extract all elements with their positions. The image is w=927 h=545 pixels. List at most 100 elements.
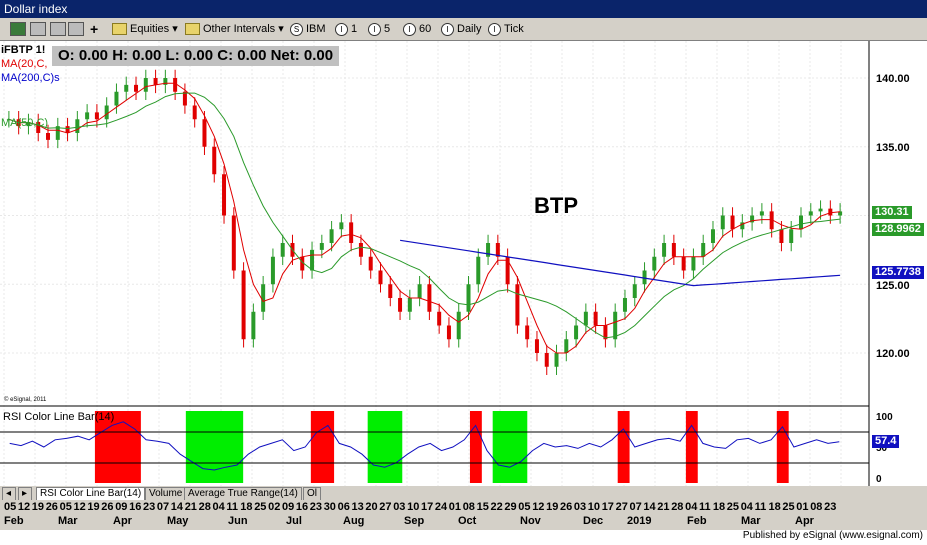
rsi-bar — [469, 411, 482, 483]
table-tool-icon[interactable] — [50, 21, 66, 37]
price-tag-ma200: 125.7738 — [872, 266, 924, 279]
date-tick: 18 — [240, 501, 253, 513]
rsi-bar — [367, 411, 380, 483]
interval-label: Tick — [504, 23, 524, 35]
candle-body — [818, 208, 823, 212]
date-tick: 19 — [546, 501, 559, 513]
candle-body — [622, 298, 627, 312]
candle-body — [828, 208, 833, 216]
month-label: Feb — [4, 515, 24, 527]
month-label: Jul — [286, 515, 302, 527]
candle-body — [378, 270, 383, 285]
date-tick: 11 — [754, 501, 767, 513]
title-bar: Dollar index — [0, 0, 927, 18]
date-tick: 17 — [601, 501, 614, 513]
tab-atr[interactable]: Average True Range(14) — [184, 487, 302, 501]
candles-group — [6, 69, 843, 375]
date-tick: 24 — [434, 501, 448, 513]
date-tick: 12 — [532, 501, 545, 513]
date-axis: 05 12 19 26 05 12 19 26 09 16 23 07 14 21 28 04 11 18 25 02… — [0, 500, 927, 530]
rsi-bar — [117, 411, 130, 483]
candle-body — [134, 84, 139, 92]
date-tick: 08 — [810, 501, 823, 513]
folder-icon — [185, 23, 200, 36]
month-label: Sep — [404, 515, 425, 527]
candle-body — [349, 222, 354, 243]
rsi-title: RSI Color Line Bar(14) — [3, 411, 114, 423]
tab-scroll-left-icon[interactable]: ◂ — [2, 487, 16, 501]
month-label: 2019 — [627, 515, 652, 527]
rsi-bar — [379, 411, 391, 483]
equities-dropdown[interactable]: Equities ▾ — [112, 21, 178, 37]
candle-body — [486, 243, 491, 257]
date-tick: 10 — [407, 501, 420, 513]
date-tick: 01 — [448, 501, 462, 513]
date-tick: 13 — [351, 501, 364, 513]
candle-body — [789, 229, 794, 243]
date-tick: 19 — [87, 501, 100, 513]
candle-body — [192, 105, 197, 120]
tab-volume[interactable]: Volume — [145, 487, 187, 501]
price-tick-125: 125.00 — [876, 280, 910, 292]
rsi-tick-0: 0 — [876, 474, 882, 485]
interval-60-button[interactable]: I 60 — [403, 21, 431, 37]
month-label: Jun — [228, 515, 248, 527]
add-icon[interactable]: + — [90, 21, 99, 37]
candle-body — [808, 211, 813, 216]
candle-body — [75, 119, 80, 133]
candle-body — [182, 91, 187, 106]
btp-annotation: BTP — [534, 193, 578, 218]
candle-body — [261, 284, 266, 312]
chart-area[interactable]: BTP © eSignal, 2011 140.00 135.00 125.00… — [0, 41, 927, 545]
interval-daily-button[interactable]: I Daily — [441, 21, 481, 37]
date-tick: 23 — [309, 501, 323, 513]
chart-tool-icon[interactable] — [10, 21, 26, 37]
date-tick: 09 — [115, 501, 128, 513]
candle-body — [769, 211, 774, 230]
date-tick: 26 — [560, 501, 573, 513]
date-tick: 23 — [143, 501, 156, 513]
month-label: Dec — [583, 515, 604, 527]
rsi-bar — [776, 411, 789, 483]
candle-body — [779, 229, 784, 243]
rsi-tick-50: 50 — [876, 443, 888, 454]
interval-ibm-button[interactable]: S IBM — [290, 21, 326, 37]
interval-label: 5 — [384, 23, 391, 35]
candle-body — [310, 249, 315, 271]
candle-body — [495, 243, 500, 257]
tab-rsi[interactable]: RSI Color Line Bar(14) — [36, 487, 146, 501]
candle-body — [114, 91, 119, 106]
rsi-bar — [185, 411, 198, 483]
candle-body — [300, 256, 305, 271]
month-label: Oct — [458, 515, 477, 527]
candle-body — [583, 311, 588, 326]
tab-scroll-right-icon[interactable]: ▸ — [18, 487, 32, 501]
symbol-label: iFBTP 1! — [1, 44, 46, 56]
window-title: Dollar index — [4, 2, 68, 16]
price-tick-140: 140.00 — [876, 73, 910, 85]
date-tick: 17 — [421, 501, 434, 513]
candle-body — [740, 222, 745, 230]
candle-body — [534, 339, 539, 353]
month-label: May — [167, 515, 189, 527]
sheet-tool-icon[interactable] — [68, 21, 84, 37]
interval-icon: I — [368, 22, 381, 36]
tab-oi[interactable]: Ol — [303, 487, 321, 501]
price-chart-svg[interactable]: BTP © eSignal, 2011 140.00 135.00 125.00… — [0, 41, 927, 486]
rsi-bar — [617, 411, 630, 483]
date-tick: 26 — [101, 501, 114, 513]
date-tick: 29 — [504, 501, 517, 513]
other-intervals-dropdown[interactable]: Other Intervals ▾ — [185, 21, 284, 37]
candle-body — [407, 298, 412, 312]
candle-body — [388, 284, 393, 298]
date-tick: 04 — [740, 501, 753, 513]
candle-body — [662, 243, 667, 257]
candle-body — [671, 243, 676, 257]
date-tick: 05 — [59, 501, 72, 513]
date-tick: 28 — [198, 501, 211, 513]
interval-tick-button[interactable]: I Tick — [488, 21, 524, 37]
grid-tool-icon[interactable] — [30, 21, 46, 37]
